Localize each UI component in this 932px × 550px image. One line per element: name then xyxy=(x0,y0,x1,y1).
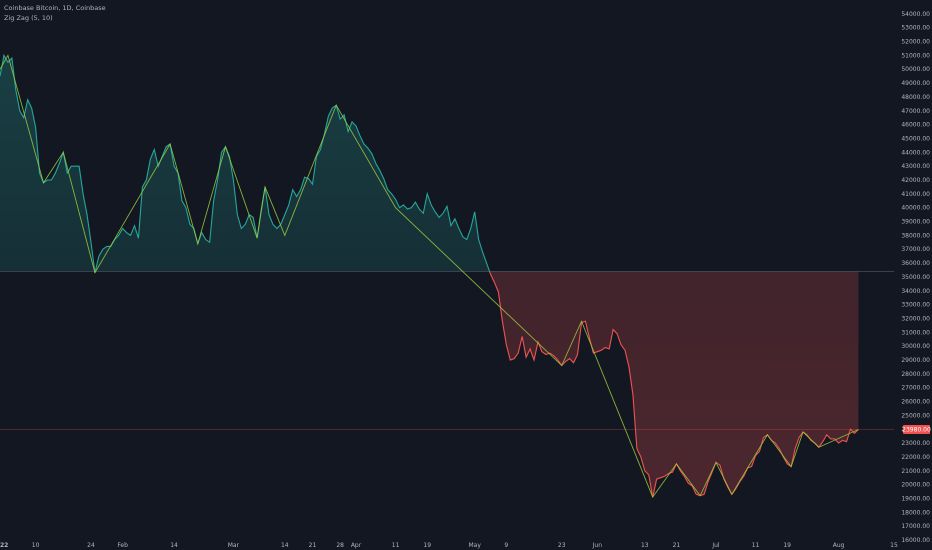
x-tick-label: 11 xyxy=(392,542,400,549)
y-tick-label: 44000.00 xyxy=(901,149,930,156)
y-tick-label: 30000.00 xyxy=(901,343,930,350)
x-tick-label: 9 xyxy=(504,542,508,549)
y-tick-label: 42000.00 xyxy=(901,177,930,184)
symbol-title: Coinbase Bitcoin, 1D, Coinbase xyxy=(4,4,106,12)
y-tick-label: 37000.00 xyxy=(901,246,930,253)
x-tick-label: May xyxy=(468,542,481,549)
x-tick-label: 28 xyxy=(336,542,344,549)
y-tick-label: 22000.00 xyxy=(901,454,930,461)
y-tick-label: 48000.00 xyxy=(901,94,930,101)
y-tick-label: 43000.00 xyxy=(901,163,930,170)
x-tick-label: Feb xyxy=(117,542,128,549)
x-tick-label: 21 xyxy=(673,542,681,549)
y-tick-label: 19000.00 xyxy=(901,495,930,502)
x-tick-label: 14 xyxy=(281,542,289,549)
x-tick-label: 11 xyxy=(752,542,760,549)
y-tick-label: 21000.00 xyxy=(901,468,930,475)
y-tick-label: 54000.00 xyxy=(901,11,930,18)
y-tick-label: 46000.00 xyxy=(901,122,930,129)
x-tick-label: Aug xyxy=(833,542,845,549)
y-tick-label: 40000.00 xyxy=(901,205,930,212)
x-tick-label: 13 xyxy=(641,542,649,549)
x-tick-label: 10 xyxy=(32,542,40,549)
y-tick-label: 34000.00 xyxy=(901,288,930,295)
x-tick-label: 23 xyxy=(558,542,566,549)
x-tick-label: 2022 xyxy=(0,542,8,549)
y-tick-label: 25000.00 xyxy=(901,412,930,419)
y-tick-label: 17000.00 xyxy=(901,523,930,530)
y-tick-label: 53000.00 xyxy=(901,25,930,32)
y-tick-label: 45000.00 xyxy=(901,135,930,142)
y-tick-label: 20000.00 xyxy=(901,482,930,489)
y-tick-label: 35000.00 xyxy=(901,274,930,281)
y-tick-label: 39000.00 xyxy=(901,219,930,226)
y-tick-label: 28000.00 xyxy=(901,371,930,378)
x-tick-label: 24 xyxy=(87,542,95,549)
last-price-label: 23980.00 xyxy=(902,427,931,434)
y-tick-label: 36000.00 xyxy=(901,260,930,267)
chart-legend: Coinbase Bitcoin, 1D, Coinbase Zig Zag (… xyxy=(4,3,106,23)
y-tick-label: 41000.00 xyxy=(901,191,930,198)
y-tick-label: 38000.00 xyxy=(901,232,930,239)
x-tick-label: Jun xyxy=(592,542,603,549)
indicator-title: Zig Zag (5, 10) xyxy=(4,14,53,22)
x-tick-label: 19 xyxy=(783,542,791,549)
area-below-baseline xyxy=(0,271,859,498)
y-tick-label: 52000.00 xyxy=(901,39,930,46)
y-tick-label: 27000.00 xyxy=(901,385,930,392)
x-tick-label: 15 xyxy=(890,542,898,549)
x-tick-label: Mar xyxy=(228,542,240,549)
x-tick-label: 19 xyxy=(423,542,431,549)
last-price-badge xyxy=(903,425,930,435)
y-tick-label: 16000.00 xyxy=(901,537,930,544)
x-tick-label: Jul xyxy=(711,542,720,549)
y-tick-label: 23000.00 xyxy=(901,440,930,447)
y-tick-label: 51000.00 xyxy=(901,52,930,59)
y-tick-label: 49000.00 xyxy=(901,80,930,87)
price-line-above xyxy=(0,53,491,272)
y-tick-label: 26000.00 xyxy=(901,399,930,406)
y-tick-label: 29000.00 xyxy=(901,357,930,364)
y-tick-label: 47000.00 xyxy=(901,108,930,115)
y-tick-label: 50000.00 xyxy=(901,66,930,73)
y-tick-label: 18000.00 xyxy=(901,509,930,516)
zigzag-line xyxy=(0,54,859,499)
y-tick-label: 33000.00 xyxy=(901,302,930,309)
x-tick-label: Apr xyxy=(351,542,362,549)
y-tick-label: 31000.00 xyxy=(901,329,930,336)
x-tick-label: 21 xyxy=(309,542,317,549)
area-above-baseline xyxy=(0,55,490,272)
x-tick-label: 14 xyxy=(170,542,178,549)
y-tick-label: 32000.00 xyxy=(901,315,930,322)
